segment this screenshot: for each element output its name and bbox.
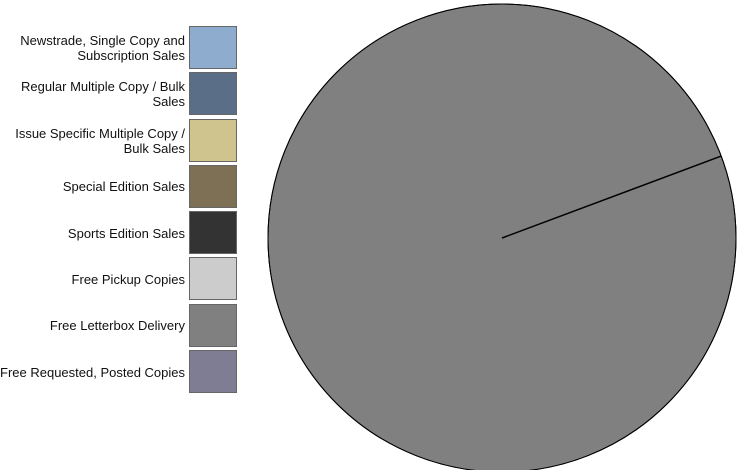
legend-swatch [189, 350, 237, 394]
legend-item: Newstrade, Single Copy and Subscription … [0, 26, 240, 72]
legend-item: Sports Edition Sales [0, 211, 240, 257]
legend-swatch [189, 211, 237, 255]
legend-swatch [189, 164, 237, 208]
legend-item: Free Letterbox Delivery [0, 303, 240, 350]
legend-swatch [189, 118, 237, 162]
pie-slice [267, 3, 737, 470]
legend-label: Free Letterbox Delivery [49, 318, 185, 334]
legend-swatch [189, 26, 237, 69]
legend-label: Issue Specific Multiple Copy / Bulk Sale… [15, 125, 185, 156]
legend-swatch [189, 72, 237, 116]
legend-label: Free Requested, Posted Copies [0, 364, 185, 380]
legend-item: Issue Specific Multiple Copy / Bulk Sale… [0, 118, 240, 165]
legend-label: Sports Edition Sales [67, 225, 185, 241]
legend-label: Newstrade, Single Copy and Subscription … [20, 33, 185, 63]
legend-swatch [189, 257, 237, 301]
pie-outline [267, 3, 737, 470]
legend-item: Free Pickup Copies [0, 257, 240, 303]
legend-label: Special Edition Sales [62, 179, 185, 195]
legend-label: Free Pickup Copies [71, 271, 185, 287]
legend-item: Free Requested, Posted Copies [0, 350, 240, 396]
legend-item: Special Edition Sales [0, 164, 240, 211]
legend-swatch [189, 303, 237, 347]
slice-boundary-line [501, 155, 722, 239]
chart-legend: Newstrade, Single Copy and Subscription … [0, 26, 240, 396]
legend-item: Regular Multiple Copy / Bulk Sales [0, 72, 240, 118]
legend-label: Regular Multiple Copy / Bulk Sales [20, 79, 185, 110]
